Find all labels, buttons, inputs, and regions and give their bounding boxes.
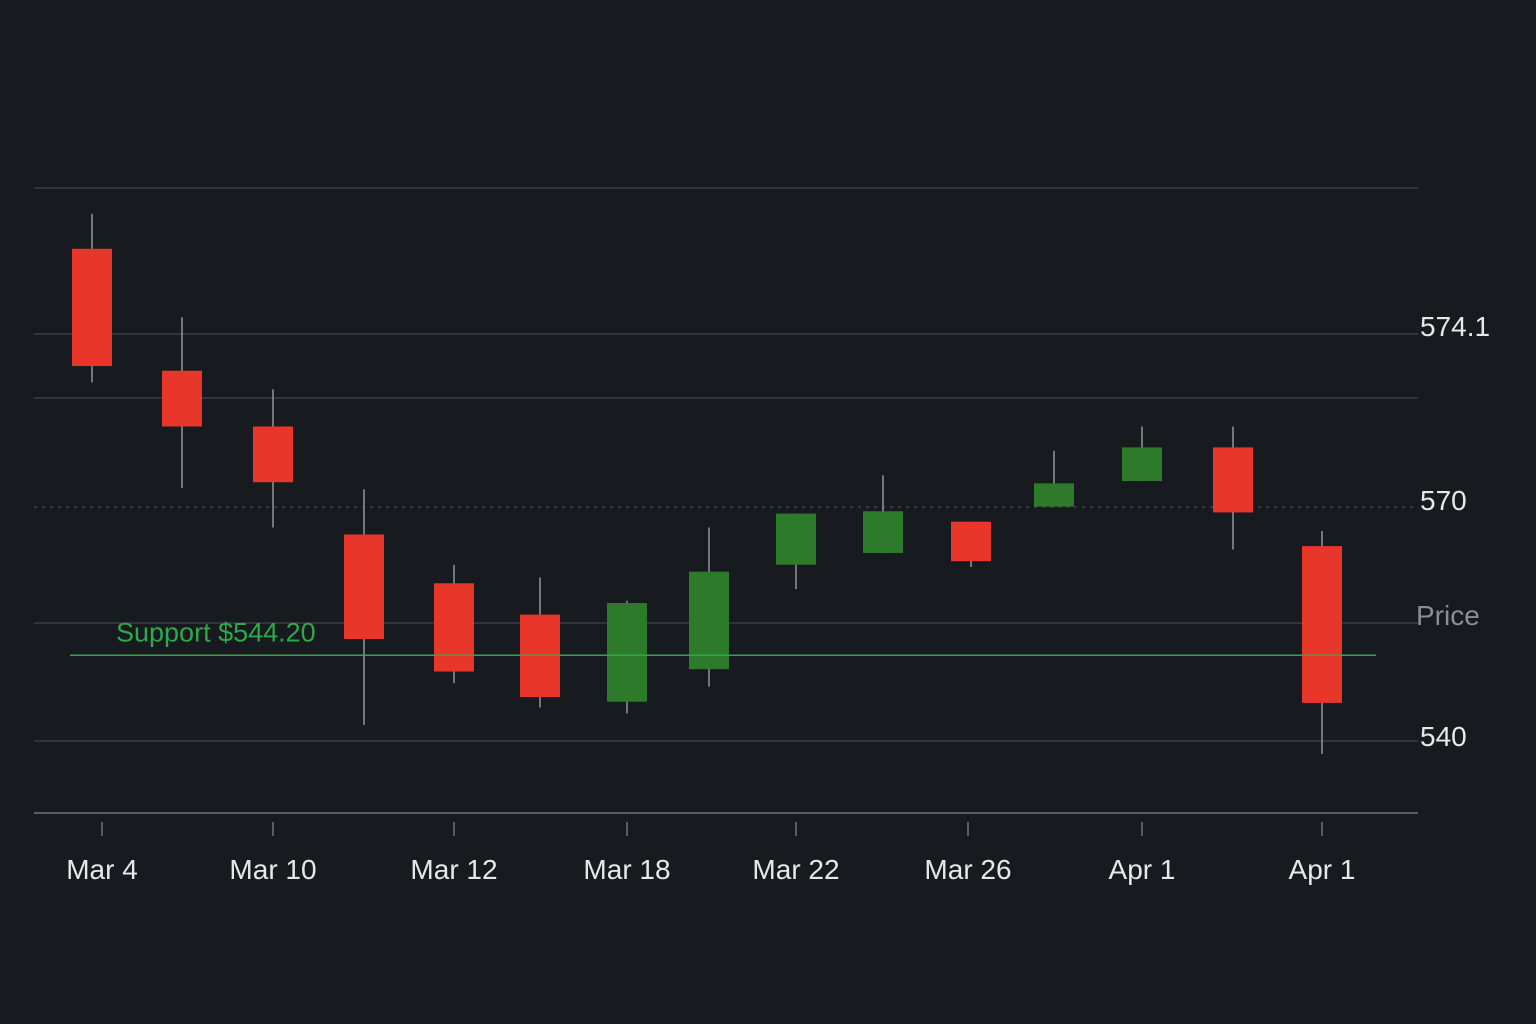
x-tick-label: Mar 18 [583, 854, 670, 885]
support-label: Support $544.20 [116, 617, 316, 647]
candle-body-down [162, 370, 202, 427]
x-tick-label: Apr 1 [1289, 854, 1356, 885]
x-tick-label: Mar 22 [752, 854, 839, 885]
candle-body-up [863, 511, 903, 554]
grid-lines [34, 187, 1418, 814]
candle-body-down [434, 583, 474, 672]
candle-body-down [344, 534, 384, 640]
candle-body-down [951, 521, 991, 562]
x-axis: Mar 4 Mar 10 Mar 12 Mar 18 Mar 22 Mar 26 Apr 1… [66, 822, 1355, 885]
candle-body-down [1213, 447, 1253, 513]
y-tick-label: 540 [1420, 721, 1467, 752]
x-tick-label: Apr 1 [1109, 854, 1176, 885]
x-tick-label: Mar 12 [410, 854, 497, 885]
candle-body-down [72, 248, 112, 367]
y-tick-label: 574.1 [1420, 311, 1490, 342]
x-tick-label: Mar 26 [924, 854, 1011, 885]
x-tick-label: Mar 10 [229, 854, 316, 885]
y-axis-tick-labels: 574.1 570 540 [1420, 311, 1490, 752]
y-axis-title: Price [1416, 600, 1480, 631]
candle-body-up [689, 571, 729, 670]
candle-body-down [1302, 546, 1342, 703]
candle-wicks [91, 213, 1323, 754]
support-line-group: Support $544.20 [70, 617, 1376, 657]
candle-body-up [1034, 483, 1074, 507]
candle-body-up [1122, 447, 1162, 482]
x-tick-label: Mar 4 [66, 854, 138, 885]
candle-body-up [776, 513, 816, 565]
candle-body-down [253, 426, 293, 483]
y-tick-label: 570 [1420, 485, 1467, 516]
candle-body-up [607, 603, 647, 702]
